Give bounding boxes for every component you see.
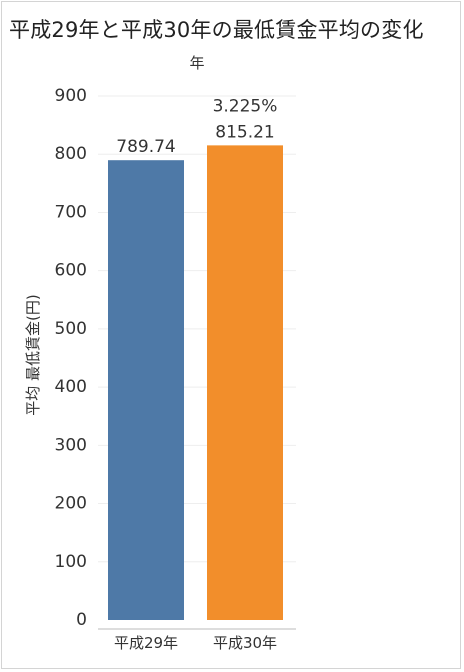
y-tick-label: 600 <box>55 261 87 281</box>
bar-2 <box>207 145 283 620</box>
y-tick-label: 100 <box>55 552 87 572</box>
chart-title: 平成29年と平成30年の最低賃金平均の変化 <box>9 18 424 42</box>
y-tick-label: 900 <box>55 86 87 106</box>
y-tick-label: 800 <box>55 144 87 164</box>
data-labels: 789.74 815.21 3.225% <box>116 96 277 157</box>
y-axis-label: 平均 最低賃金(円) <box>24 294 42 415</box>
bars <box>108 145 283 621</box>
y-tick-label: 500 <box>55 319 87 339</box>
y-tick-label: 300 <box>55 435 87 455</box>
y-tick-label: 700 <box>55 202 87 222</box>
y-tick-label: 400 <box>55 377 87 397</box>
x-category-label: 平成30年 <box>213 634 277 652</box>
column-header: 年 <box>189 54 204 72</box>
data-label-value: 789.74 <box>116 137 175 157</box>
x-axis-categories: 平成29年 平成30年 <box>114 634 277 652</box>
y-axis-ticks: 0 100 200 300 400 500 600 700 800 900 <box>55 86 87 630</box>
data-label-change: 3.225% <box>213 96 278 116</box>
bar-1 <box>108 160 184 621</box>
y-tick-label: 0 <box>76 610 87 630</box>
data-label-value: 815.21 <box>215 122 274 142</box>
y-tick-label: 200 <box>55 494 87 514</box>
x-category-label: 平成29年 <box>114 634 178 652</box>
